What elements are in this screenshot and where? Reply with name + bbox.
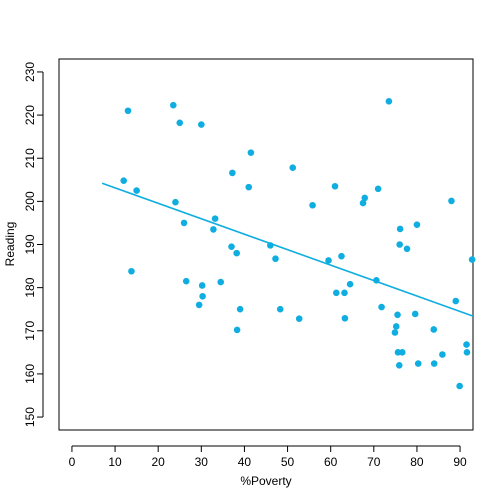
y-tick-label: 150 bbox=[23, 407, 37, 427]
data-point bbox=[332, 289, 340, 297]
data-point bbox=[229, 169, 236, 177]
y-tick-label: 180 bbox=[23, 277, 37, 297]
y-tick-label: 170 bbox=[23, 320, 37, 340]
y-tick-label: 220 bbox=[23, 105, 37, 125]
y-tick-label: 200 bbox=[23, 191, 37, 211]
x-tick-label: 90 bbox=[453, 455, 467, 469]
data-point bbox=[413, 221, 421, 228]
data-point bbox=[468, 256, 476, 263]
data-point bbox=[439, 351, 446, 358]
data-point bbox=[172, 198, 179, 206]
data-point bbox=[295, 315, 303, 323]
x-tick-label: 40 bbox=[238, 455, 252, 469]
data-point bbox=[195, 301, 203, 309]
data-point bbox=[267, 242, 274, 249]
data-point bbox=[124, 107, 132, 115]
x-axis-ticks: 0 10 20 30 40 50 60 70 80 90 bbox=[69, 445, 467, 469]
x-tick-label: 0 bbox=[69, 455, 76, 469]
y-tick-label: 230 bbox=[23, 62, 37, 82]
data-point bbox=[182, 277, 190, 285]
data-point bbox=[463, 349, 471, 356]
x-tick-label: 10 bbox=[108, 455, 122, 469]
x-axis-label: %Poverty bbox=[240, 474, 291, 488]
x-tick-label: 50 bbox=[281, 455, 295, 469]
y-tick-label: 210 bbox=[23, 148, 37, 168]
data-point bbox=[210, 226, 217, 233]
data-point bbox=[272, 255, 279, 263]
data-point bbox=[430, 326, 438, 333]
data-point bbox=[456, 382, 463, 390]
data-point bbox=[217, 278, 225, 286]
data-point bbox=[346, 280, 354, 288]
x-tick-label: 70 bbox=[367, 455, 381, 469]
data-point bbox=[331, 182, 339, 190]
data-point bbox=[169, 101, 177, 109]
data-point bbox=[430, 360, 438, 367]
x-tick-label: 30 bbox=[195, 455, 209, 469]
data-point bbox=[309, 201, 316, 209]
data-point bbox=[199, 292, 206, 300]
data-point bbox=[341, 314, 349, 322]
data-point bbox=[452, 297, 460, 305]
data-point bbox=[233, 326, 241, 334]
data-point bbox=[391, 329, 399, 336]
data-point bbox=[338, 252, 345, 260]
data-point bbox=[395, 361, 403, 369]
y-axis-label: Reading bbox=[3, 222, 17, 267]
data-point bbox=[198, 121, 205, 128]
data-point bbox=[448, 197, 455, 205]
data-point bbox=[361, 194, 369, 202]
data-point bbox=[374, 185, 382, 193]
data-point bbox=[378, 303, 385, 311]
plot-frame bbox=[58, 58, 474, 431]
data-point bbox=[276, 305, 284, 313]
data-point bbox=[396, 241, 403, 248]
data-point bbox=[211, 215, 219, 222]
data-points bbox=[120, 97, 476, 390]
data-point bbox=[403, 245, 411, 253]
data-point bbox=[385, 97, 393, 105]
data-point bbox=[245, 183, 253, 191]
data-point bbox=[359, 199, 367, 207]
x-tick-label: 80 bbox=[410, 455, 424, 469]
data-point bbox=[373, 277, 380, 284]
y-axis-ticks: 150 160 170 180 190 200 210 220 230 bbox=[23, 62, 44, 427]
data-point bbox=[247, 149, 255, 156]
data-point bbox=[120, 177, 127, 184]
data-point bbox=[396, 225, 404, 233]
data-point bbox=[176, 119, 184, 127]
data-point bbox=[463, 341, 470, 348]
data-point bbox=[398, 349, 406, 356]
data-point bbox=[128, 267, 135, 275]
x-tick-label: 20 bbox=[152, 455, 166, 469]
data-point bbox=[341, 289, 348, 297]
data-point bbox=[394, 311, 401, 319]
data-point bbox=[325, 257, 332, 264]
data-point bbox=[233, 249, 240, 257]
data-point bbox=[289, 164, 297, 172]
data-point bbox=[228, 243, 235, 250]
data-point bbox=[414, 360, 422, 367]
x-tick-label: 60 bbox=[324, 455, 338, 469]
data-point bbox=[392, 323, 400, 330]
data-point bbox=[180, 219, 188, 227]
data-point bbox=[236, 305, 244, 313]
y-tick-label: 160 bbox=[23, 364, 37, 384]
regression-line bbox=[101, 182, 474, 317]
y-tick-label: 190 bbox=[23, 234, 37, 254]
data-point bbox=[411, 310, 419, 318]
data-point bbox=[198, 282, 206, 289]
data-point bbox=[133, 187, 140, 194]
